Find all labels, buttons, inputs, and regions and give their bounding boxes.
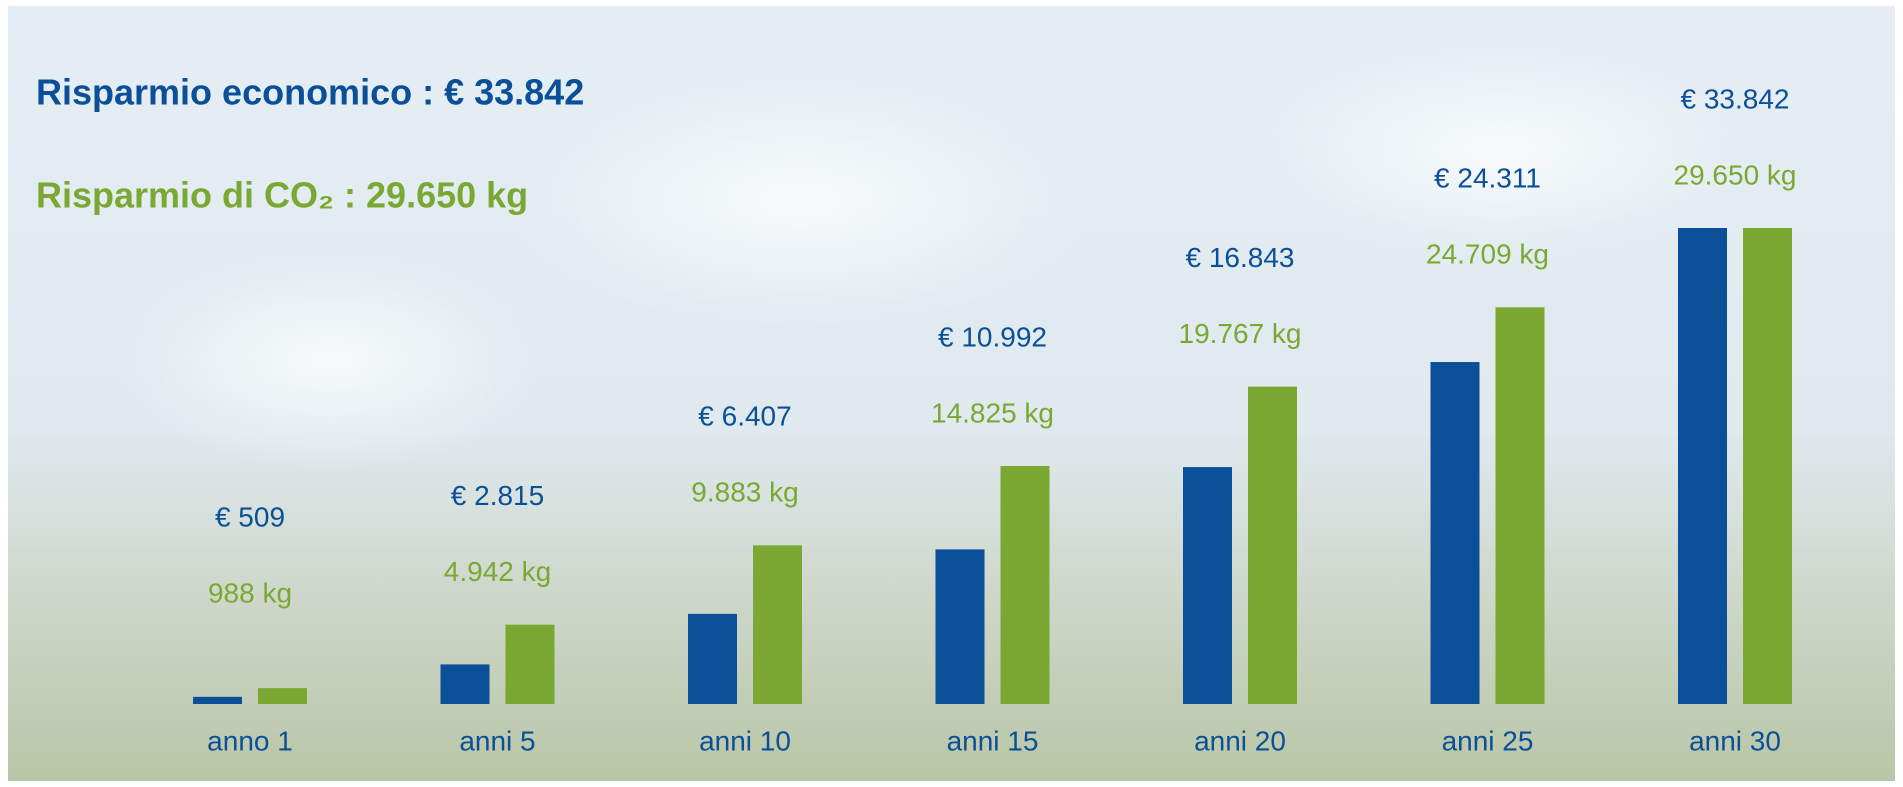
x-tick-label: anni 30 — [1689, 725, 1781, 756]
x-tick-label: anni 5 — [459, 725, 535, 756]
x-tick-label: anni 10 — [699, 725, 791, 756]
value-label: 29.650 kg — [1674, 159, 1797, 190]
x-tick-label: anni 15 — [947, 725, 1039, 756]
bar — [441, 664, 490, 704]
x-tick-label: anni 25 — [1442, 725, 1534, 756]
bar — [1431, 362, 1480, 704]
value-label: 988 kg — [208, 577, 292, 608]
bar — [753, 545, 802, 704]
bar — [258, 688, 307, 704]
bar — [1248, 387, 1297, 704]
bar — [1743, 228, 1792, 704]
x-tick-label: anno 1 — [207, 725, 293, 756]
cloud — [500, 70, 1100, 330]
value-label: 4.942 kg — [444, 556, 551, 587]
chart: Risparmio economico : € 33.842 Risparmio… — [0, 0, 1903, 787]
x-tick-label: anni 20 — [1194, 725, 1286, 756]
value-label: 19.767 kg — [1179, 318, 1302, 349]
value-label: 9.883 kg — [691, 477, 798, 508]
bar — [1678, 228, 1727, 704]
value-label: € 6.407 — [698, 401, 791, 432]
bar — [688, 614, 737, 704]
bar — [506, 625, 555, 704]
value-label: 24.709 kg — [1426, 239, 1549, 270]
page: Risparmio economico : € 33.842 Risparmio… — [0, 0, 1903, 787]
chart-title: Risparmio economico : € 33.842 — [36, 72, 584, 113]
bar — [1183, 467, 1232, 704]
bar — [1496, 307, 1545, 704]
value-label: € 10.992 — [938, 321, 1047, 352]
bar — [936, 549, 985, 704]
value-label: € 2.815 — [451, 480, 544, 511]
chart-subtitle: Risparmio di CO₂ : 29.650 kg — [36, 175, 528, 216]
cloud — [1240, 40, 1760, 260]
bar — [193, 697, 242, 704]
value-label: € 24.311 — [1434, 163, 1541, 194]
cloud — [110, 250, 550, 470]
value-label: € 509 — [215, 501, 285, 532]
value-label: € 16.843 — [1186, 242, 1295, 273]
bar — [1001, 466, 1050, 704]
value-label: 14.825 kg — [931, 397, 1054, 428]
value-label: € 33.842 — [1681, 83, 1790, 114]
